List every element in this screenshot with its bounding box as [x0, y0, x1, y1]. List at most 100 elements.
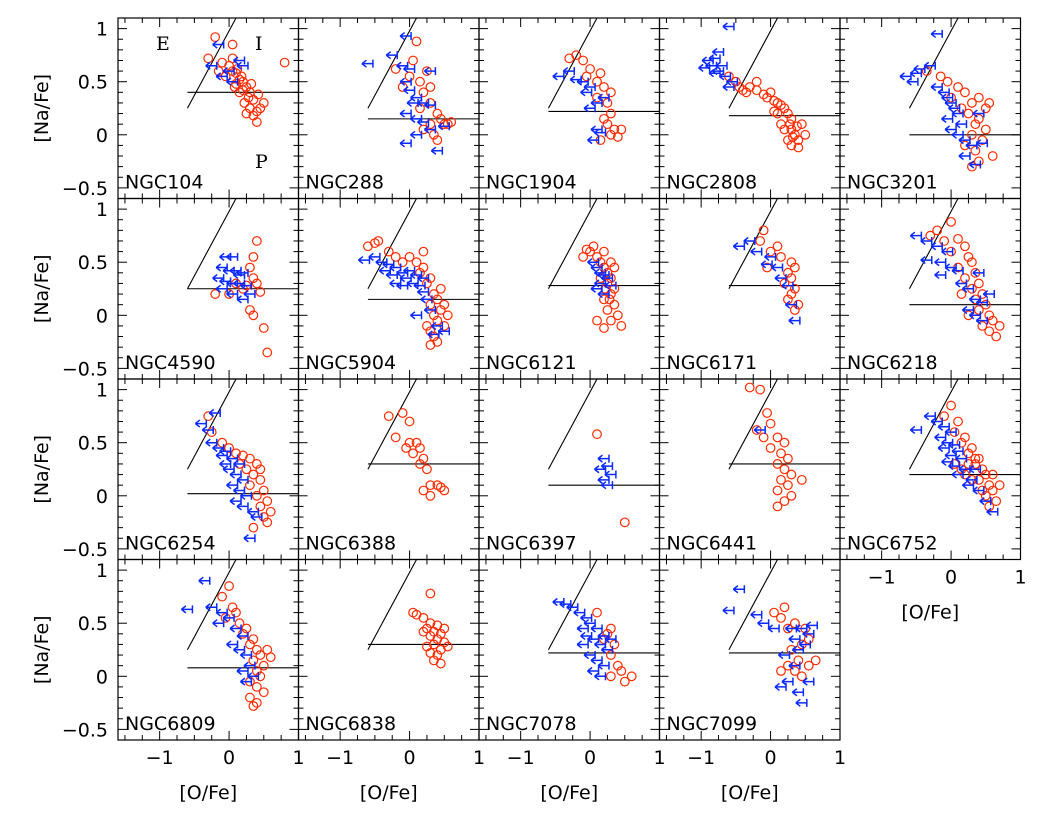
- upper-limit-point: [604, 281, 617, 290]
- upper-limit-point: [215, 284, 228, 293]
- upper-limit-point: [587, 136, 600, 145]
- detection-point: [262, 517, 273, 528]
- detection-point: [390, 251, 401, 262]
- detection-point: [980, 469, 991, 480]
- panel-ngc6218: NGC6218: [839, 197, 1022, 380]
- detection-point: [921, 66, 932, 76]
- upper-limit-point: [795, 624, 808, 633]
- cluster-name: NGC6254: [125, 533, 216, 555]
- upper-limit-point: [909, 231, 923, 240]
- upper-limit-point: [229, 497, 242, 506]
- y-axis-label: [Na/Fe]: [31, 254, 53, 323]
- upper-limit-point: [212, 40, 225, 49]
- x-tick-label: −1: [687, 747, 715, 769]
- x-tick-label: 0: [223, 747, 235, 769]
- panel-ngc6441: NGC6441: [658, 378, 841, 561]
- upper-limit-point: [968, 160, 982, 169]
- detection-point: [213, 66, 224, 76]
- detection-point: [279, 57, 290, 68]
- detection-point: [758, 432, 769, 443]
- detection-point: [609, 299, 620, 310]
- upper-limit-point: [951, 130, 964, 139]
- detection-point: [939, 411, 950, 422]
- upper-limit-point: [212, 619, 225, 628]
- detection-point: [251, 459, 262, 469]
- detection-point: [432, 294, 443, 305]
- detection-point: [769, 607, 779, 618]
- upper-limit-point: [944, 125, 957, 134]
- cluster-name: NGC7099: [667, 713, 758, 735]
- upper-limit-point: [180, 605, 194, 614]
- detection-point: [245, 262, 255, 273]
- detection-point: [435, 113, 446, 124]
- extreme-boundary-line: [728, 198, 779, 290]
- cluster-name: NGC3201: [847, 172, 938, 194]
- upper-limit-point: [552, 597, 565, 607]
- upper-limit-point: [941, 457, 954, 466]
- upper-limit-point: [583, 650, 596, 660]
- upper-limit-point: [226, 640, 239, 649]
- detection-point: [248, 310, 259, 321]
- detection-point: [418, 485, 429, 496]
- x-tick-label: −1: [326, 747, 354, 769]
- detection-point: [619, 676, 630, 687]
- upper-limit-point: [205, 603, 218, 612]
- detection-point: [779, 124, 790, 135]
- detection-point: [251, 278, 262, 289]
- detection-point: [612, 310, 623, 321]
- x-tick-label: 1: [473, 747, 485, 769]
- upper-limit-point: [236, 475, 249, 484]
- upper-limit-point: [951, 109, 964, 118]
- detection-point: [390, 432, 401, 443]
- detection-point: [418, 87, 429, 98]
- upper-limit-point: [423, 125, 437, 134]
- x-axis-label: [O/Fe]: [721, 782, 779, 804]
- detection-point: [255, 464, 266, 475]
- upper-limit-point: [590, 624, 603, 633]
- upper-limit-point: [944, 451, 957, 460]
- detection-point: [227, 602, 238, 613]
- detection-point: [428, 289, 439, 299]
- upper-limit-point: [375, 258, 388, 267]
- detection-point: [217, 437, 228, 448]
- upper-limit-point: [712, 66, 725, 76]
- upper-limit-point: [410, 114, 423, 123]
- upper-limit-point: [955, 454, 968, 463]
- upper-limit-point: [226, 289, 239, 299]
- upper-limit-point: [958, 136, 971, 145]
- upper-limit-point: [219, 459, 232, 469]
- detection-point: [231, 607, 241, 618]
- y-tick-label: 1: [96, 560, 108, 582]
- detection-point: [786, 124, 797, 135]
- upper-limit-point: [587, 258, 600, 267]
- extreme-boundary-line: [367, 559, 418, 651]
- detection-point: [789, 283, 800, 294]
- upper-limit-point: [222, 465, 235, 474]
- detection-point: [967, 443, 977, 453]
- detection-point: [251, 644, 262, 655]
- upper-limit-point: [201, 425, 214, 435]
- detection-point: [606, 315, 616, 326]
- upper-limit-point: [219, 447, 232, 456]
- cluster-name: NGC6838: [306, 713, 397, 735]
- detection-point: [435, 283, 446, 294]
- upper-limit-point: [784, 624, 798, 633]
- extreme-boundary-line: [186, 198, 237, 290]
- x-tick-label: −1: [507, 747, 535, 769]
- detection-point: [592, 76, 602, 87]
- upper-limit-point: [944, 98, 957, 108]
- upper-limit-point: [600, 274, 614, 283]
- detection-point: [262, 347, 273, 358]
- upper-limit-point: [798, 640, 812, 649]
- extreme-boundary-line: [728, 17, 779, 109]
- detection-point: [229, 82, 240, 92]
- upper-limit-point: [899, 72, 912, 81]
- upper-limit-point: [698, 63, 711, 72]
- upper-limit-point: [406, 279, 419, 288]
- detection-point: [946, 400, 956, 411]
- upper-limit-point: [944, 263, 957, 272]
- panel-ngc4590: NGC4590: [117, 197, 300, 380]
- detection-point: [262, 496, 273, 507]
- detection-point: [796, 119, 807, 130]
- detection-point: [401, 443, 412, 453]
